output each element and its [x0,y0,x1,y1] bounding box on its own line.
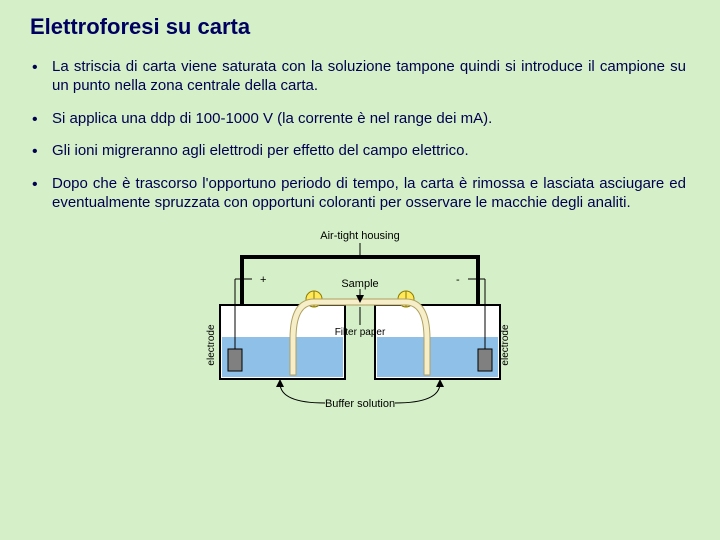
buffer-leader-left [280,383,325,403]
electrode-label-right: electrode [500,323,511,365]
electrophoresis-diagram: Air-tight housing electrode electrode + [180,227,540,417]
minus-label: - [456,274,460,286]
buffer-leader-right [395,383,440,403]
electrode-label-left: electrode [206,323,217,365]
page-title: Elettroforesi su carta [30,14,690,40]
filter-paper-label: Filter paper [335,327,386,338]
list-item: Dopo che è trascorso l'opportuno periodo… [52,175,686,213]
plus-label: + [260,274,266,286]
bullet-list: La striscia di carta viene saturata con … [30,58,690,213]
buffer-leader-left-head [276,379,284,387]
left-electrode [228,349,242,371]
sample-label: Sample [341,278,378,290]
housing-label: Air-tight housing [320,230,400,242]
list-item: La striscia di carta viene saturata con … [52,58,686,96]
diagram-container: Air-tight housing electrode electrode + [30,227,690,417]
list-item: Si applica una ddp di 100-1000 V (la cor… [52,110,686,129]
buffer-leader-right-head [436,379,444,387]
right-electrode [478,349,492,371]
buffer-label: Buffer solution [325,398,395,410]
list-item: Gli ioni migreranno agli elettrodi per e… [52,142,686,161]
